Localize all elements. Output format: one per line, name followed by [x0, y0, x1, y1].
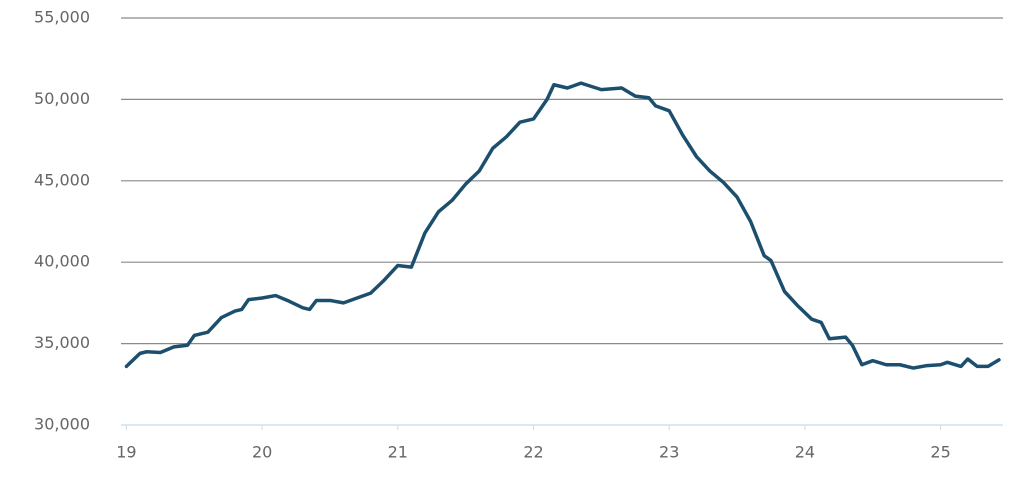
- x-tick-label: 23: [659, 443, 679, 462]
- x-tick-label: 21: [388, 443, 408, 462]
- y-tick-label: 35,000: [34, 333, 90, 352]
- y-tick-label: 30,000: [34, 415, 90, 434]
- x-tick-label: 24: [795, 443, 815, 462]
- y-tick-label: 55,000: [34, 8, 90, 27]
- x-tick-label: 22: [523, 443, 543, 462]
- x-tick-label: 19: [116, 443, 136, 462]
- data-line: [124, 81, 1001, 370]
- y-tick-label: 50,000: [34, 89, 90, 108]
- x-tick-label: 20: [252, 443, 272, 462]
- x-tick-label: 25: [930, 443, 950, 462]
- y-tick-label: 45,000: [34, 170, 90, 189]
- y-tick-label: 40,000: [34, 252, 90, 271]
